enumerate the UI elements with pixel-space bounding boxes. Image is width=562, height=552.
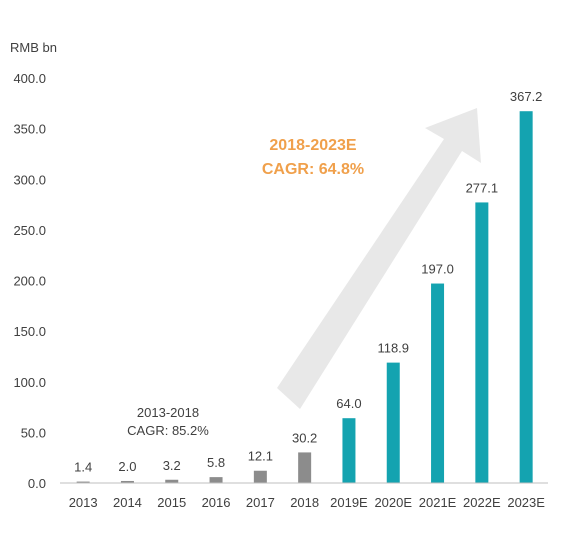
bar-2015 (165, 479, 179, 483)
bar-2019E (342, 418, 356, 483)
x-tick-label: 2019E (330, 495, 368, 510)
history-cagr-label: CAGR: 85.2% (127, 423, 209, 438)
x-tick-label: 2023E (507, 495, 545, 510)
x-tick-label: 2021E (419, 495, 457, 510)
data-label-2022E: 277.1 (466, 180, 499, 195)
bars (76, 111, 533, 484)
growth-arrow (277, 108, 481, 409)
data-label-2014: 2.0 (118, 459, 136, 474)
x-tick-label: 2013 (69, 495, 98, 510)
data-label-2015: 3.2 (163, 458, 181, 473)
x-tick-label: 2017 (246, 495, 275, 510)
bar-2021E (431, 283, 445, 483)
y-tick-label: 0.0 (28, 476, 46, 491)
y-axis: 0.0 50.0 100.0 150.0 200.0 250.0 300.0 350.0 400… (13, 71, 46, 491)
y-tick-label: 50.0 (21, 425, 46, 440)
bar-2018 (298, 452, 312, 483)
x-tick-label: 2020E (374, 495, 412, 510)
history-period-label: 2013-2018 (137, 405, 199, 420)
x-tick-label: 2016 (202, 495, 231, 510)
bar-2016 (209, 477, 223, 483)
data-labels: 1.4 2.0 3.2 5.8 12.1 30.2 64.0 118.9 197.0 277.1 3… (74, 89, 542, 474)
bar-2020E (386, 362, 400, 483)
y-tick-label: 150.0 (13, 324, 46, 339)
data-label-2018: 30.2 (292, 430, 317, 445)
x-axis: 2013 2014 2015 2016 2017 2018 2019E 2020E 2021E 2… (69, 495, 546, 510)
data-label-2020E: 118.9 (377, 341, 409, 356)
data-label-2013: 1.4 (74, 460, 92, 475)
data-label-2016: 5.8 (207, 455, 225, 470)
data-label-2023E: 367.2 (510, 89, 543, 104)
y-tick-label: 400.0 (13, 71, 46, 86)
x-tick-label: 2018 (290, 495, 319, 510)
data-label-2019E: 64.0 (336, 396, 361, 411)
y-tick-label: 350.0 (13, 122, 46, 137)
bar-2017 (253, 470, 267, 483)
forecast-period-label: 2018-2023E (269, 137, 357, 154)
x-tick-label: 2015 (157, 495, 186, 510)
bar-2023E (519, 111, 533, 484)
y-tick-label: 300.0 (13, 172, 46, 187)
bar-2014 (120, 480, 134, 483)
x-tick-label: 2022E (463, 495, 501, 510)
unit-label: RMB bn (10, 40, 57, 55)
y-tick-label: 200.0 (13, 274, 46, 289)
x-tick-label: 2014 (113, 495, 142, 510)
forecast-cagr-label: CAGR: 64.8% (262, 161, 364, 178)
data-label-2017: 12.1 (248, 449, 273, 464)
data-label-2021E: 197.0 (421, 262, 454, 277)
bar-2022E (475, 202, 489, 483)
bar-2013 (76, 481, 90, 483)
y-tick-label: 250.0 (13, 223, 46, 238)
y-tick-label: 100.0 (13, 375, 46, 390)
